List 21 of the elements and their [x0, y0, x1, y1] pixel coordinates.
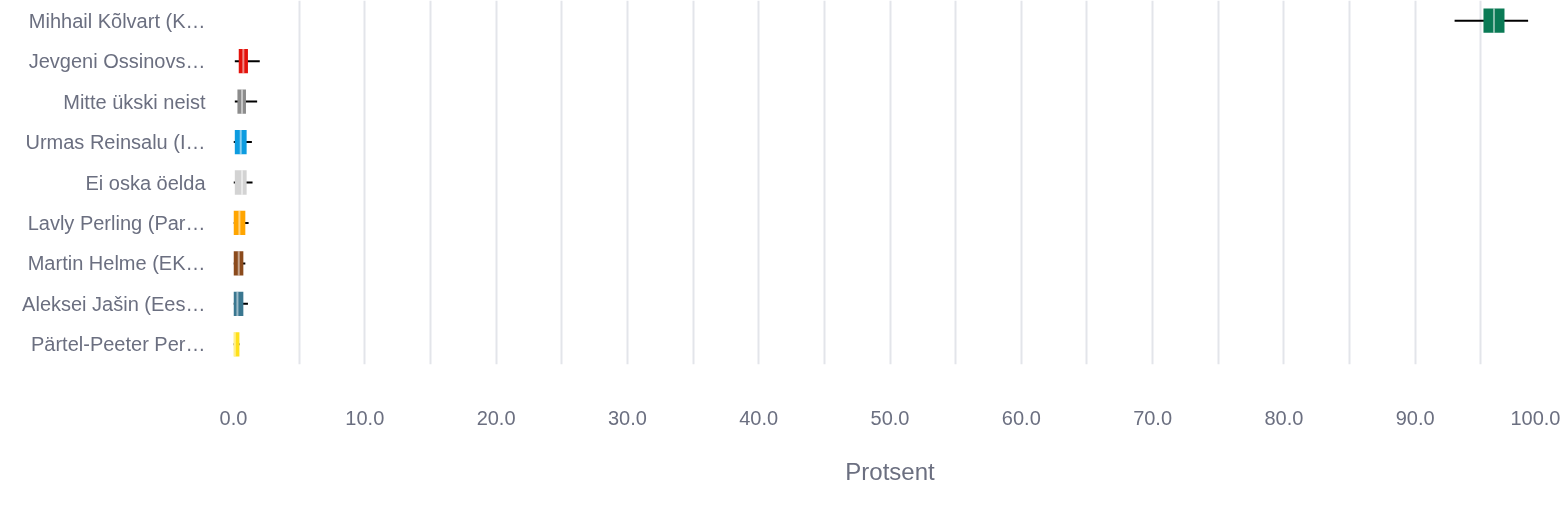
y-tick-label: Pärtel-Peeter Per… [30, 333, 206, 356]
y-tick-label: Mitte ükski neist [63, 90, 206, 113]
y-tick-label: Mihhail Kõlvart (K… [28, 9, 206, 32]
y-tick-label: Ei oska öelda [85, 171, 207, 194]
x-tick-label: 30.0 [607, 406, 647, 429]
x-axis-title: Protsent [845, 457, 936, 485]
x-tick-label: 40.0 [739, 406, 779, 429]
x-tick-label: 100.0 [1510, 406, 1560, 429]
y-tick-label: Lavly Perling (Par… [27, 211, 206, 234]
x-tick-label: 50.0 [870, 406, 910, 429]
x-tick-label: 10.0 [345, 406, 385, 429]
y-tick-label: Jevgeni Ossinovs… [28, 50, 206, 73]
y-tick-label: Aleksei Jašin (Ees… [22, 292, 206, 315]
x-tick-label: 20.0 [476, 406, 516, 429]
x-tick-label: 70.0 [1133, 406, 1173, 429]
x-tick-label: 80.0 [1264, 406, 1304, 429]
y-tick-label: Urmas Reinsalu (I… [25, 131, 206, 154]
x-tick-label: 90.0 [1395, 406, 1435, 429]
y-tick-label: Martin Helme (EK… [27, 252, 206, 275]
x-tick-label: 0.0 [219, 406, 248, 429]
x-tick-label: 60.0 [1001, 406, 1041, 429]
